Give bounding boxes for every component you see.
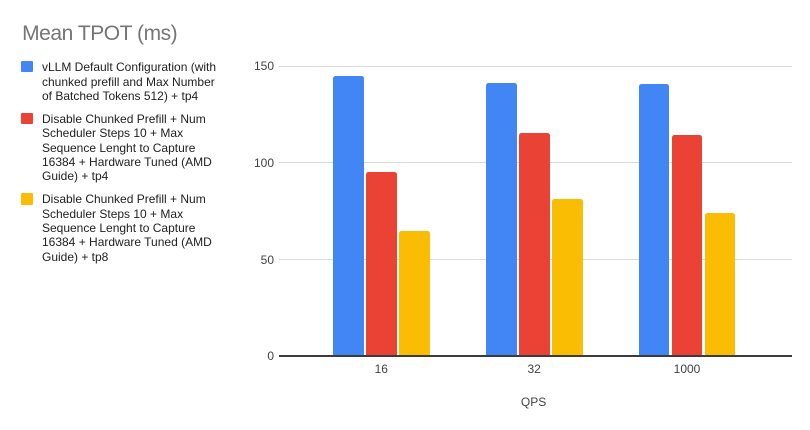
x-axis-title: QPS [520, 394, 547, 409]
y-tick-label-0: 0 [267, 349, 274, 364]
y-tick-label-100: 100 [253, 155, 274, 170]
x-tick-label-32: 32 [527, 361, 541, 376]
legend-item-series-3: Disable Chunked Prefill + Num Scheduler … [21, 192, 221, 264]
legend: vLLM Default Configuration (with chunked… [21, 60, 221, 272]
gridline-y-150 [278, 65, 792, 67]
legend-swatch-series-3 [21, 193, 33, 205]
x-tick-label-16: 16 [374, 361, 388, 376]
legend-label-series-3: Disable Chunked Prefill + Num Scheduler … [41, 192, 212, 264]
y-tick-label-50: 50 [260, 252, 274, 267]
legend-label-series-1: vLLM Default Configuration (with chunked… [41, 60, 217, 103]
bar-series-2-qps-1000[interactable] [671, 135, 703, 357]
bar-series-3-qps-1000[interactable] [704, 212, 736, 357]
legend-item-series-1: vLLM Default Configuration (with chunked… [21, 60, 221, 103]
bar-series-3-qps-32[interactable] [551, 198, 583, 357]
x-tick-label-1000: 1000 [673, 361, 701, 376]
bar-series-1-qps-32[interactable] [485, 82, 517, 357]
x-axis-line [278, 355, 792, 358]
legend-swatch-series-1 [21, 60, 33, 73]
legend-label-series-2: Disable Chunked Prefill + Num Scheduler … [41, 111, 212, 184]
bar-series-2-qps-32[interactable] [518, 133, 550, 357]
legend-swatch-series-2 [21, 112, 33, 125]
bar-series-3-qps-16[interactable] [398, 230, 430, 357]
y-tick-label-150: 150 [253, 59, 274, 74]
bar-series-1-qps-16[interactable] [332, 75, 364, 357]
bar-series-1-qps-1000[interactable] [638, 84, 670, 357]
chart-title: Mean TPOT (ms) [22, 21, 178, 45]
legend-item-series-2: Disable Chunked Prefill + Num Scheduler … [21, 112, 221, 184]
bar-series-2-qps-16[interactable] [365, 171, 397, 357]
plot-area [278, 65, 792, 357]
